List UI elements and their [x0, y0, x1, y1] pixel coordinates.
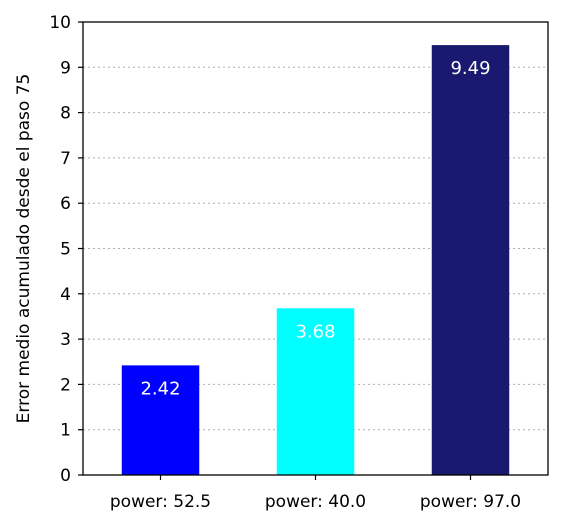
y-axis-title: Error medio acumulado desde el paso 75 [14, 74, 34, 424]
bar-value-label: 3.68 [295, 321, 335, 342]
bars [121, 45, 510, 476]
y-tick-label: 7 [60, 149, 71, 169]
bar-value-label: 9.49 [450, 58, 490, 79]
y-tick-label: 4 [60, 285, 71, 305]
y-tick-label: 5 [60, 240, 71, 260]
bar [121, 365, 200, 475]
plot-frame [82, 21, 549, 476]
y-tick-label: 8 [60, 104, 71, 124]
y-tick-label: 6 [60, 194, 71, 214]
bar [431, 45, 510, 476]
y-tick-label: 1 [60, 421, 71, 441]
x-tick-label: power: 97.0 [420, 492, 521, 512]
y-tick-label: 10 [49, 13, 71, 33]
y-tick-label: 2 [60, 375, 71, 395]
y-tick-label: 3 [60, 330, 71, 350]
y-tick-label: 9 [60, 58, 71, 78]
bar [276, 308, 355, 475]
y-tick-label: 0 [60, 466, 71, 486]
x-tick-label: power: 40.0 [265, 492, 366, 512]
axes: power: 52.5 power: 40.0 power: 97.0 0 1 2 3 4 5 6… [49, 13, 549, 512]
bar-value-labels: 2.42 3.68 9.49 [140, 58, 490, 399]
bar-value-label: 2.42 [140, 378, 180, 399]
x-tick-label: power: 52.5 [110, 492, 211, 512]
